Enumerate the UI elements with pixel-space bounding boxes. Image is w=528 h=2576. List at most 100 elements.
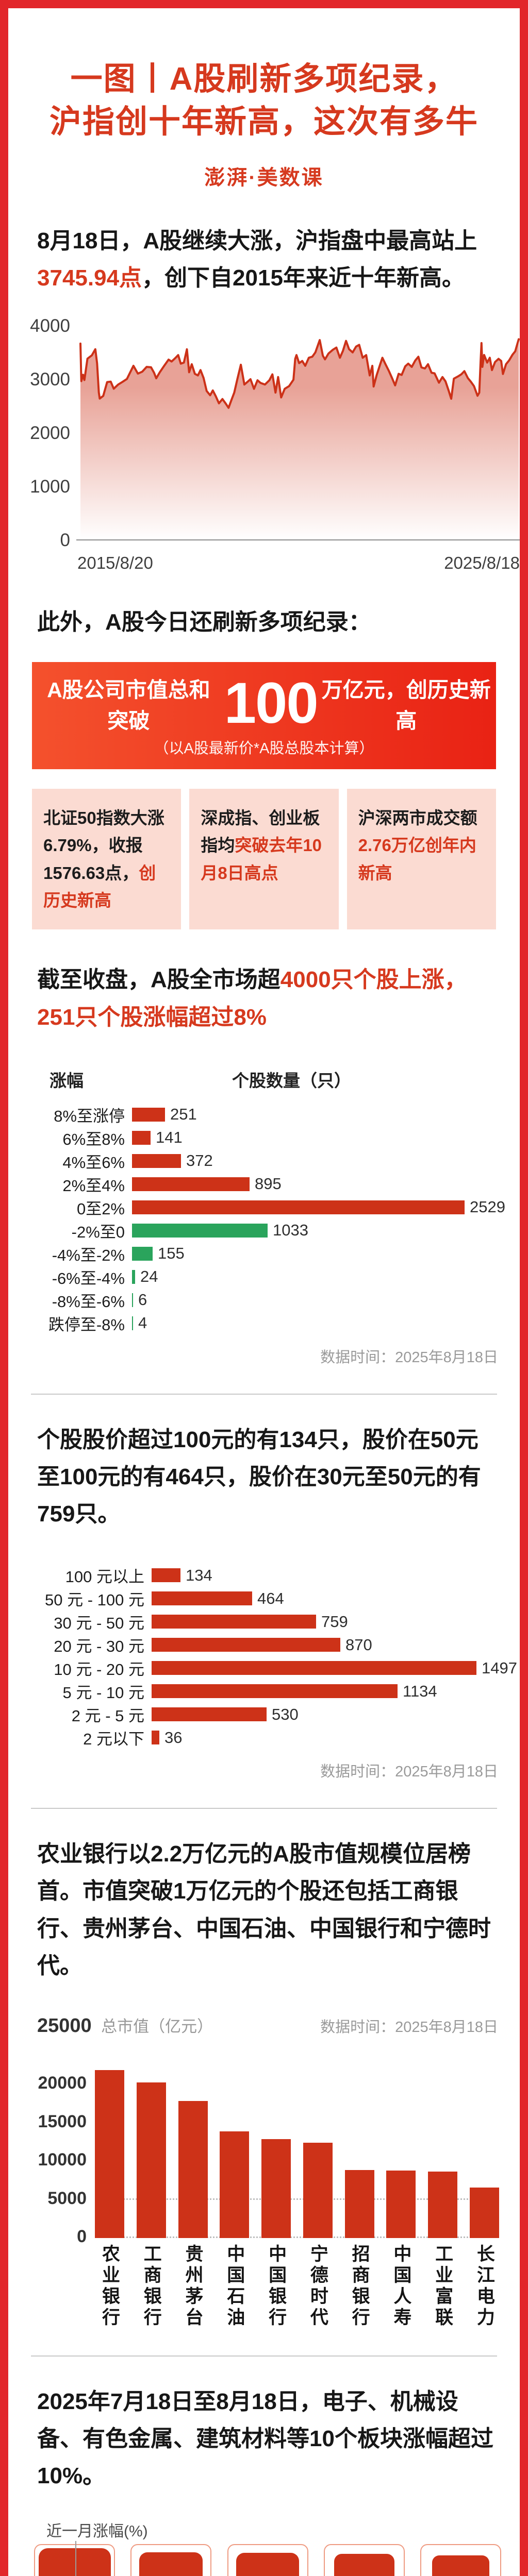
page-title-line1: 一图丨A股刷新多项纪录， [70,61,458,97]
bar-category-label: 20 元 - 30 元 [54,1637,144,1656]
svg-text:3000: 3000 [30,369,70,389]
bar [132,1200,465,1214]
gridline [95,2198,499,2200]
bar-category-label: 4%至6% [62,1153,125,1172]
bar-category-label: 2%至4% [62,1176,125,1195]
plain-text: ，创下自2015年来近十年新高。 [142,265,465,291]
bar [152,1638,340,1652]
bar [152,1731,159,1745]
sector-tile: 13.2 [432,2555,489,2576]
bar-row: 2 元 - 5 元 530 [16,1703,520,1726]
plain-text: 深成指、创业板指均 [201,808,320,855]
bar-value: 1033 [273,1221,308,1240]
record-cards: 北证50指数大涨6.79%，收报1576.63点，创历史新高 深成指、创业板指均突… [32,788,496,930]
updown-distribution-chart: 涨幅 个股数量（只） 8%至涨停 251 6%至8% 141 4%至6% 372 2%至4%… [8,1067,520,1367]
sector-tile-box: 21 [34,2544,115,2576]
annotation-pointer-line [75,2541,76,2576]
bar-value: 141 [156,1128,183,1147]
y-axis-tick: 5000 [47,2188,87,2208]
sector-tile-box: 15.9 [227,2544,308,2576]
market-cap-banner: A股公司市值总和突破 100 万亿元，创历史新高 （以A股最新价*A股总股本计算… [32,662,496,769]
bar-category-label: -2%至0 [71,1223,125,1241]
bar-row: 8%至涨停 251 [16,1103,520,1126]
bar [132,1130,151,1145]
sector-cell: 21电子 [34,2544,115,2576]
column-x-label: 宁德时代 [303,2244,333,2329]
bar [132,1107,165,1122]
bar-row: 20 元 - 30 元 870 [16,1633,520,1656]
bar-category-label: 10 元 - 20 元 [54,1660,144,1679]
bar [132,1223,268,1238]
column-chart-header: 25000 总市值（亿元） 数据时间：2025年8月18日 [37,2013,498,2037]
bar-category-label: -6%至-4% [52,1269,125,1287]
sector-tile: 15.9 [236,2552,299,2576]
price-chart-note: 数据时间：2025年8月18日 [320,1764,498,1781]
column-x-label-text: 宁德时代 [307,2244,328,2329]
price-chart-rows: 100 元以上 134 50 元 - 100 元 464 30 元 - 50 元 759 2… [8,1564,520,1749]
bar-row: 5 元 - 10 元 1134 [16,1680,520,1703]
bar-category-label: 2 元 - 5 元 [71,1707,144,1725]
plain-text: 北证50指数大涨6.79%，收报1576.63点， [43,808,164,883]
svg-text:2025/8/18: 2025/8/18 [444,553,520,572]
bar-value: 870 [345,1635,372,1654]
highlight-text: 3745.94点 [37,265,142,291]
sector-gains-paragraph: 2025年7月18日至8月18日，电子、机械设备、有色金属、建筑材料等10个板块… [37,2388,493,2489]
y-axis-tick: 0 [77,2226,87,2246]
column-x-label-text: 中国石油 [224,2244,245,2329]
column-chart-axis-title: 25000 总市值（亿元） [37,2013,213,2037]
column-x-label: 招商银行 [345,2244,374,2329]
highlight-text: 突破去年10月8日高点 [201,836,322,883]
svg-text:0: 0 [60,530,70,550]
section-divider [31,2355,497,2357]
column-bar [261,2139,291,2238]
y-axis-label: 总市值（亿元） [101,2017,213,2036]
bar-category-label: 0至2% [76,1199,125,1218]
index-line-chart-svg: 0 1000 2000 3000 4000 2015/8/20 2025/8/18 [30,316,520,572]
updown-chart-headers: 涨幅 个股数量（只） [8,1067,520,1092]
sector-tile-box: 16.1 [130,2544,212,2576]
column-x-label: 农业银行 [95,2244,124,2329]
sector-tile-box: 14.6 [323,2544,405,2576]
bar-row: -8%至-6% 6 [16,1289,520,1312]
gridline [95,2236,499,2238]
column-bar [428,2171,458,2238]
sector-cell: 14.6建筑材料 [323,2544,405,2576]
bar-value: 155 [158,1244,185,1263]
updown-chart-note: 数据时间：2025年8月18日 [320,1349,498,1366]
updown-header-right: 个股数量（只） [232,1071,351,1090]
intro-paragraph: 8月18日，A股继续大涨，沪指盘中最高站上 3745.94点，创下自2015年来近… [37,223,498,297]
y-axis-top-tick: 25000 [37,2014,92,2037]
price-distribution-chart: 100 元以上 134 50 元 - 100 元 464 30 元 - 50 元 759 2… [8,1564,520,1781]
records-intro-paragraph: 此外，A股今日还刷新多项纪录： [37,609,371,635]
banner-suffix: 万亿元，创历史新高 [321,677,491,733]
bar [152,1707,267,1722]
updown-header-left: 涨幅 [50,1071,84,1090]
page-title: 一图丨A股刷新多项纪录， 沪指创十年新高，这次有多牛 [8,58,520,143]
bar [132,1269,135,1284]
record-card: 沪深两市成交额 2.76万亿创年内新高 [346,788,496,930]
sector-cell: 16.1机械设备 [130,2544,212,2576]
sector-tile-grid: 21电子16.1机械设备15.9有色金属14.6建筑材料13.2计算机12.7基… [34,2544,501,2576]
bar-category-label: 6%至8% [62,1130,125,1148]
bar-value: 895 [255,1175,282,1193]
svg-text:2015/8/20: 2015/8/20 [77,553,153,572]
bar-value: 1497 [482,1658,517,1677]
bar-category-label: 2 元以下 [83,1730,144,1749]
column-bar [220,2131,250,2238]
bar [152,1615,316,1629]
column-x-label-text: 招商银行 [349,2244,370,2329]
column-bar [344,2170,374,2238]
bar-row: 30 元 - 50 元 759 [16,1610,520,1633]
brand-logo: 澎湃·美数课 [204,166,324,190]
column-x-label-text: 长江电力 [474,2244,494,2329]
column-x-label-text: 工业富联 [433,2244,453,2329]
sector-grid-annotation: 近一月涨幅(%) [46,2518,520,2576]
bar-row: 跌停至-8% 4 [16,1312,520,1335]
bar-value: 36 [164,1728,183,1747]
bar-row: 4%至6% 372 [16,1149,520,1173]
bar-value: 759 [321,1612,348,1631]
column-x-label-text: 中国银行 [266,2244,287,2329]
highlight-text: 4000只个股上涨，251只个股涨幅超过8% [37,967,467,1030]
plain-text: 沪深两市成交额 [358,808,477,827]
banner-note: （以A股最新价*A股总股本计算） [154,740,374,757]
